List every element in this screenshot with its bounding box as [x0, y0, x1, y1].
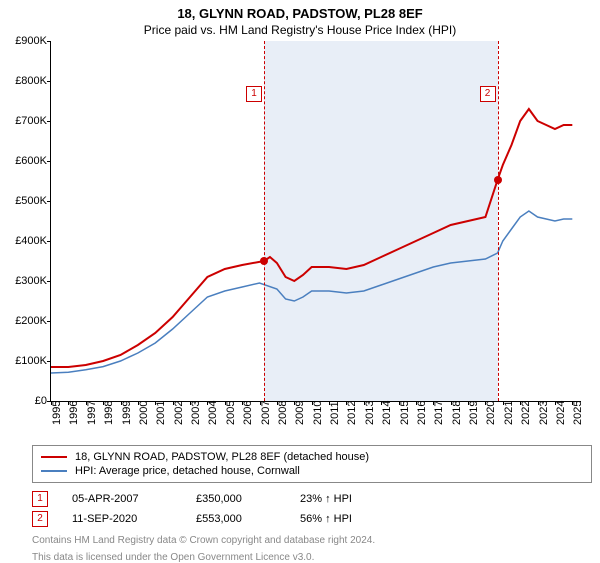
- y-axis-label: £100K: [3, 355, 47, 367]
- event-number-box: 2: [32, 511, 48, 527]
- x-axis-label: 2023: [538, 401, 550, 425]
- x-axis-label: 2008: [277, 401, 289, 425]
- event-row: 2 11-SEP-2020 £553,000 56% ↑ HPI: [32, 509, 592, 529]
- event-pct: 23% ↑ HPI: [300, 493, 352, 505]
- x-axis-label: 1995: [51, 401, 63, 425]
- event-dot: [260, 257, 268, 265]
- event-date: 05-APR-2007: [72, 493, 172, 505]
- legend-swatch: [41, 456, 67, 458]
- y-axis-label: £800K: [3, 75, 47, 87]
- y-axis-label: £600K: [3, 155, 47, 167]
- page-title: 18, GLYNN ROAD, PADSTOW, PL28 8EF: [0, 0, 600, 21]
- x-axis-label: 2025: [572, 401, 584, 425]
- x-axis-label: 2021: [503, 401, 515, 425]
- event-price: £553,000: [196, 513, 276, 525]
- event-row: 1 05-APR-2007 £350,000 23% ↑ HPI: [32, 489, 592, 509]
- y-axis-label: £900K: [3, 35, 47, 47]
- y-axis-label: £0: [3, 395, 47, 407]
- y-axis-label: £500K: [3, 195, 47, 207]
- x-axis-label: 2001: [155, 401, 167, 425]
- x-axis-label: 1998: [103, 401, 115, 425]
- x-axis-label: 2004: [207, 401, 219, 425]
- event-price: £350,000: [196, 493, 276, 505]
- legend-swatch: [41, 470, 67, 472]
- x-axis-label: 2011: [329, 401, 341, 425]
- x-axis-label: 2018: [451, 401, 463, 425]
- footer-line-2: This data is licensed under the Open Gov…: [32, 552, 592, 563]
- footer-line-1: Contains HM Land Registry data © Crown c…: [32, 535, 592, 546]
- x-axis-label: 2017: [433, 401, 445, 425]
- series-price: [51, 109, 572, 367]
- x-axis-label: 2010: [312, 401, 324, 425]
- x-axis-label: 2013: [364, 401, 376, 425]
- x-axis-label: 2019: [468, 401, 480, 425]
- event-number-box: 1: [32, 491, 48, 507]
- plot-region: £0£100K£200K£300K£400K£500K£600K£700K£80…: [50, 41, 581, 402]
- x-axis-label: 2005: [225, 401, 237, 425]
- x-axis-label: 2012: [346, 401, 358, 425]
- x-axis-label: 2002: [173, 401, 185, 425]
- event-dot: [494, 176, 502, 184]
- event-date: 11-SEP-2020: [72, 513, 172, 525]
- x-axis-label: 2014: [381, 401, 393, 425]
- x-axis-label: 1997: [86, 401, 98, 425]
- x-axis-label: 1999: [121, 401, 133, 425]
- x-axis-label: 2020: [485, 401, 497, 425]
- y-axis-label: £200K: [3, 315, 47, 327]
- x-axis-label: 2015: [399, 401, 411, 425]
- event-marker: 2: [480, 86, 496, 102]
- x-axis-label: 2022: [520, 401, 532, 425]
- y-axis-label: £700K: [3, 115, 47, 127]
- x-axis-label: 2016: [416, 401, 428, 425]
- page-subtitle: Price paid vs. HM Land Registry's House …: [0, 21, 600, 41]
- events-table: 1 05-APR-2007 £350,000 23% ↑ HPI 2 11-SEP-202…: [32, 489, 592, 529]
- x-axis-label: 2024: [555, 401, 567, 425]
- x-axis-label: 2009: [294, 401, 306, 425]
- x-axis-label: 2006: [242, 401, 254, 425]
- chart-svg: [51, 41, 581, 401]
- series-hpi: [51, 211, 572, 373]
- legend-row: 18, GLYNN ROAD, PADSTOW, PL28 8EF (detac…: [41, 450, 583, 464]
- y-axis-label: £400K: [3, 235, 47, 247]
- legend: 18, GLYNN ROAD, PADSTOW, PL28 8EF (detac…: [32, 445, 592, 483]
- chart-area: £0£100K£200K£300K£400K£500K£600K£700K£80…: [50, 41, 580, 401]
- event-pct: 56% ↑ HPI: [300, 513, 352, 525]
- legend-label: 18, GLYNN ROAD, PADSTOW, PL28 8EF (detac…: [75, 451, 369, 463]
- x-axis-label: 2000: [138, 401, 150, 425]
- x-axis-label: 2007: [260, 401, 272, 425]
- legend-label: HPI: Average price, detached house, Corn…: [75, 465, 300, 477]
- x-axis-label: 2003: [190, 401, 202, 425]
- event-marker: 1: [246, 86, 262, 102]
- y-axis-label: £300K: [3, 275, 47, 287]
- legend-row: HPI: Average price, detached house, Corn…: [41, 464, 583, 478]
- x-axis-label: 1996: [68, 401, 80, 425]
